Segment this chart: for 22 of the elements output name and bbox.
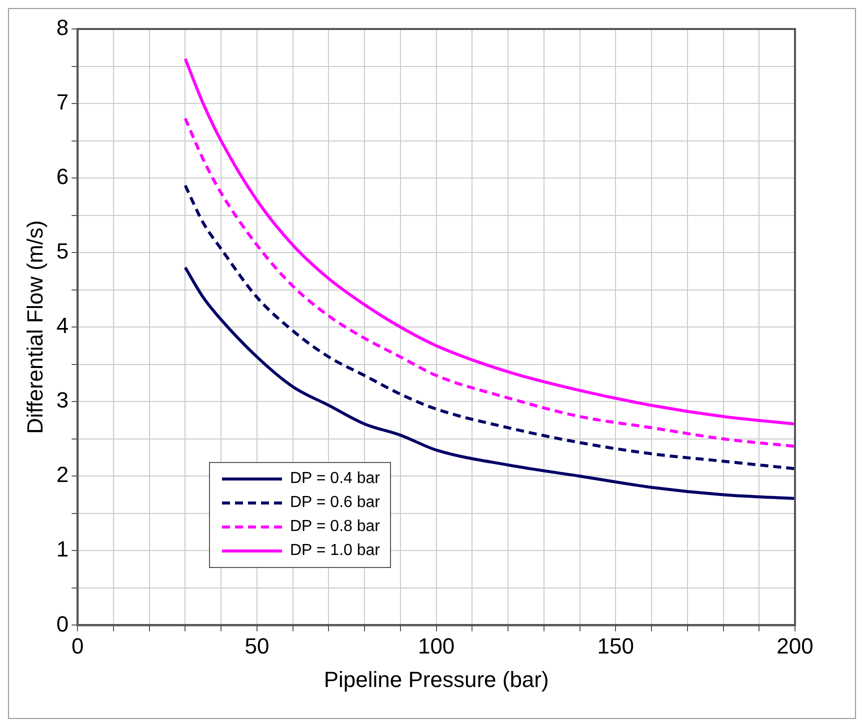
y-axis-title: Differential Flow (m/s) xyxy=(22,220,48,434)
line-series xyxy=(184,184,795,470)
line-series xyxy=(184,57,795,426)
y-tick-label: 8 xyxy=(56,15,69,40)
y-tick-label: 2 xyxy=(56,462,69,488)
y-tick-label: 7 xyxy=(56,90,69,115)
x-tick-label: 200 xyxy=(776,633,814,658)
y-tick-label: 5 xyxy=(56,238,69,264)
x-tick-label: 50 xyxy=(244,633,270,658)
y-tick-label: 3 xyxy=(56,388,69,413)
line-series xyxy=(184,116,795,448)
x-tick-label: 150 xyxy=(597,633,634,658)
legend-label: DP = 0.8 bar xyxy=(290,518,380,536)
y-tick-label: 1 xyxy=(56,536,69,562)
y-tick-label: 4 xyxy=(56,313,69,338)
x-axis-title: Pipeline Pressure (bar) xyxy=(324,666,549,692)
legend-label: DP = 1.0 bar xyxy=(290,542,380,560)
x-tick-label: 100 xyxy=(418,633,455,658)
legend-label: DP = 0.4 bar xyxy=(290,470,380,488)
y-tick-label: 0 xyxy=(56,611,69,636)
y-tick-label: 6 xyxy=(56,164,69,190)
legend-label: DP = 0.6 bar xyxy=(290,494,380,512)
